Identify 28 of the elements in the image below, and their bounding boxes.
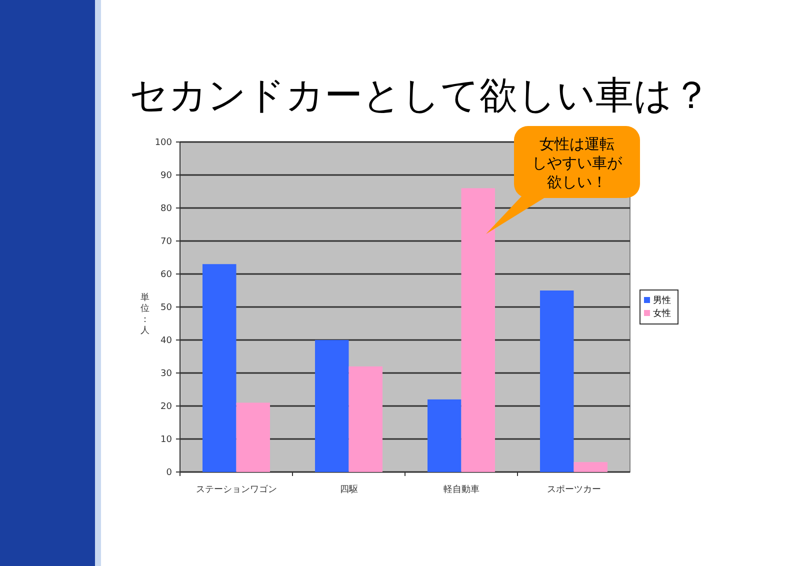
legend-label: 男性	[653, 295, 671, 306]
bar	[428, 399, 462, 472]
y-tick-label: 60	[160, 270, 172, 280]
y-tick-label: 30	[160, 369, 172, 379]
bar	[236, 402, 270, 472]
x-tick-label: 軽自動車	[443, 484, 480, 495]
y-axis-title: 単位：人	[140, 292, 150, 336]
y-tick-label: 0	[166, 468, 172, 478]
y-tick-label: 50	[160, 303, 172, 313]
annotation: 女性は運転しやすい車が欲しい！	[532, 135, 623, 191]
bar	[315, 340, 349, 472]
legend-label: 女性	[653, 308, 671, 319]
y-tick-label: 100	[154, 138, 172, 148]
x-tick-label: ステーションワゴン	[196, 484, 277, 495]
chart-title: セカンドカーとして欲しい車は？	[130, 73, 710, 117]
bar	[348, 366, 382, 472]
y-tick-label: 90	[160, 171, 172, 181]
y-tick-label: 20	[160, 402, 172, 412]
y-tick-label: 70	[160, 237, 172, 247]
y-tick-label: 40	[160, 336, 172, 346]
x-tick-label: 四駆	[340, 484, 358, 495]
bar	[202, 264, 236, 472]
bar	[461, 188, 495, 472]
bar	[540, 290, 574, 472]
x-tick-label: スポーツカー	[546, 485, 601, 495]
y-tick-label: 80	[160, 204, 172, 214]
bar	[574, 462, 608, 472]
y-tick-label: 10	[160, 435, 172, 445]
